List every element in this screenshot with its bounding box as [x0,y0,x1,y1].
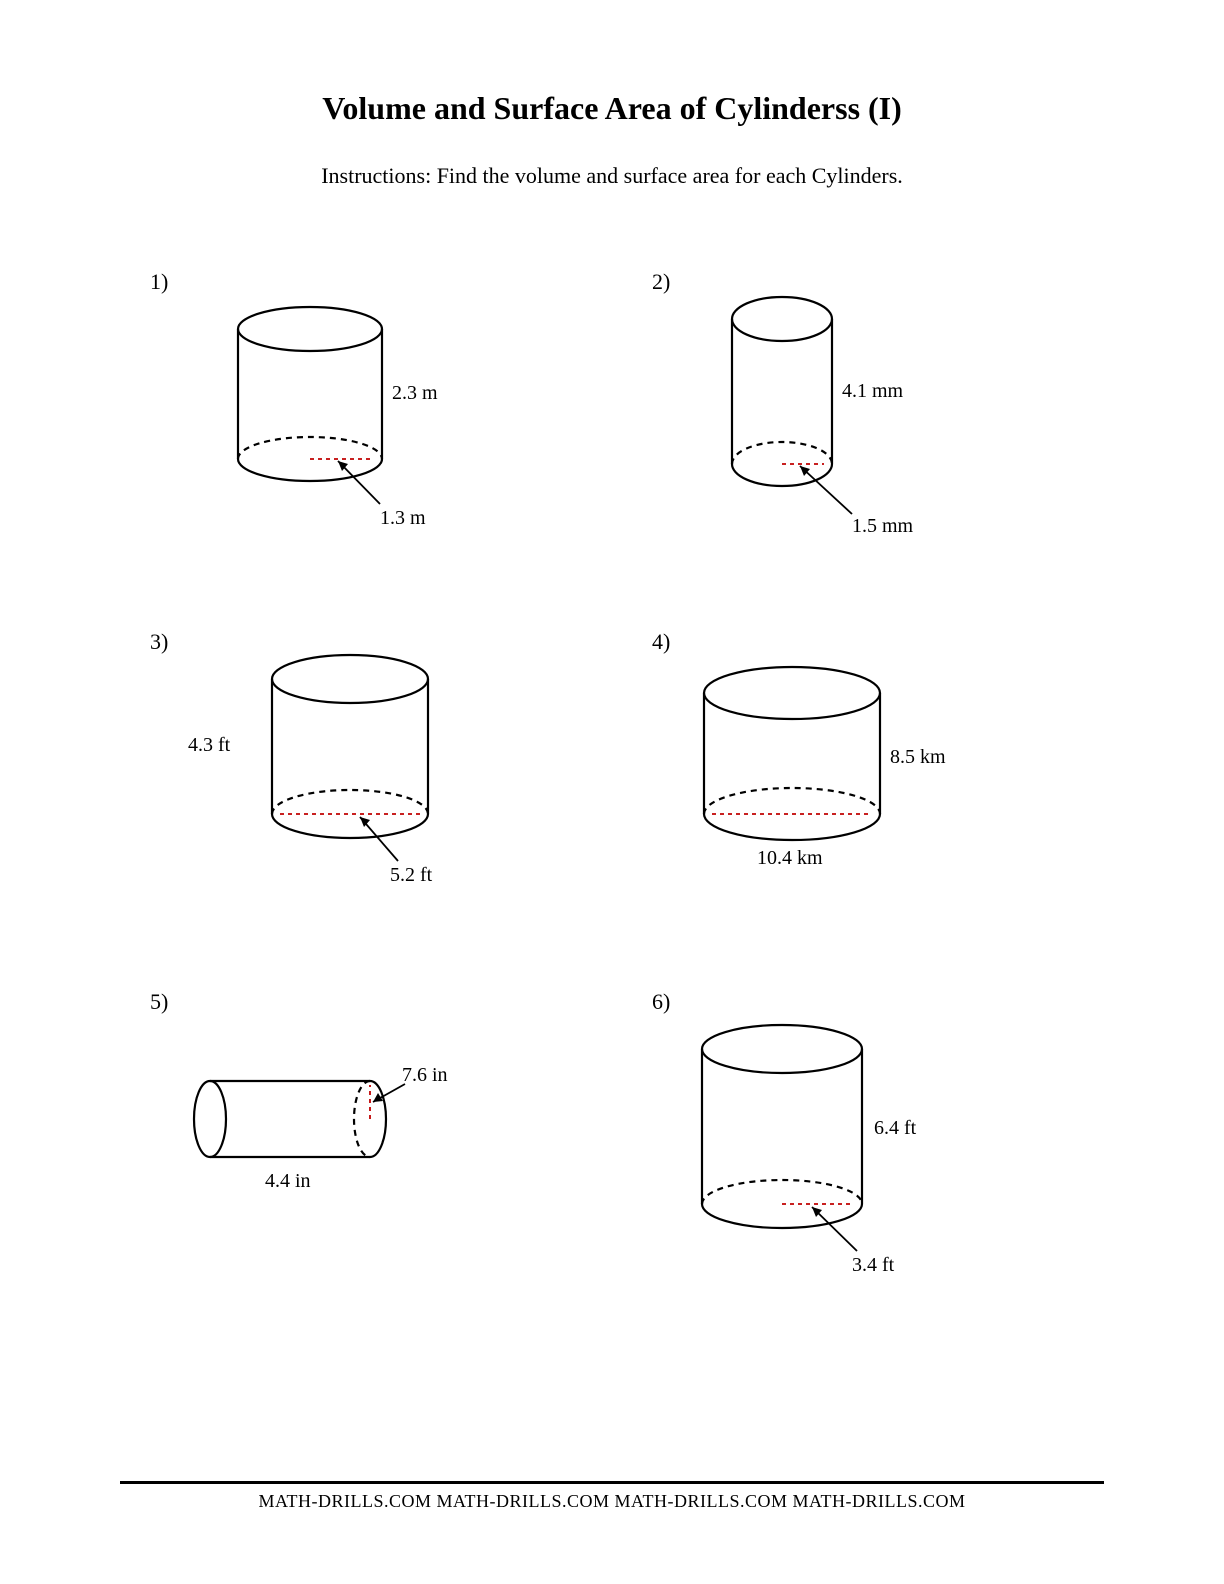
height-label: 2.3 m [392,382,438,404]
cylinder-diagram: 4.1 mm 1.5 mm [692,289,1012,564]
problem-1: 1) [120,269,602,629]
footer-rule [120,1481,1104,1484]
cylinder-diagram: 7.6 in 4.4 in [180,1059,520,1244]
radius-label: 1.3 m [380,507,426,529]
height-label: 7.6 in [402,1064,448,1086]
footer-text: MATH-DRILLS.COM MATH-DRILLS.COM MATH-DRI… [0,1491,1224,1512]
height-label: 4.1 mm [842,380,904,402]
problem-number: 3) [150,629,168,655]
problem-6: 6) 6.4 ft 3.4 ft [622,989,1104,1349]
radius-label: 3.4 ft [852,1254,895,1276]
height-label: 6.4 ft [874,1117,917,1139]
cylinder-diagram: 10.4 km 8.5 km [682,659,1022,904]
problem-2: 2) 4.1 mm [622,269,1104,629]
problem-number: 5) [150,989,168,1015]
page-title: Volume and Surface Area of Cylinderss (I… [120,90,1104,127]
problem-number: 6) [652,989,670,1015]
problem-3: 3) 4.3 ft [120,629,602,989]
problem-grid: 1) [120,269,1104,1349]
height-label: 4.3 ft [188,734,231,756]
problem-5: 5) [120,989,602,1349]
cylinder-diagram: 4.3 ft 5.2 ft [180,649,520,924]
problem-number: 2) [652,269,670,295]
instructions-text: Instructions: Find the volume and surfac… [120,163,1104,189]
radius-label: 1.5 mm [852,515,914,537]
cylinder-diagram: 2.3 m 1.3 m [220,299,520,554]
height-label: 8.5 km [890,746,946,768]
problem-4: 4) 10.4 km 8.5 km [622,629,1104,989]
problem-number: 4) [652,629,670,655]
problem-number: 1) [150,269,168,295]
radius-label: 10.4 km [757,847,823,869]
radius-label: 4.4 in [265,1170,311,1192]
worksheet-page: Volume and Surface Area of Cylinderss (I… [0,0,1224,1584]
cylinder-diagram: 6.4 ft 3.4 ft [682,1019,1002,1304]
radius-label: 5.2 ft [390,864,433,886]
